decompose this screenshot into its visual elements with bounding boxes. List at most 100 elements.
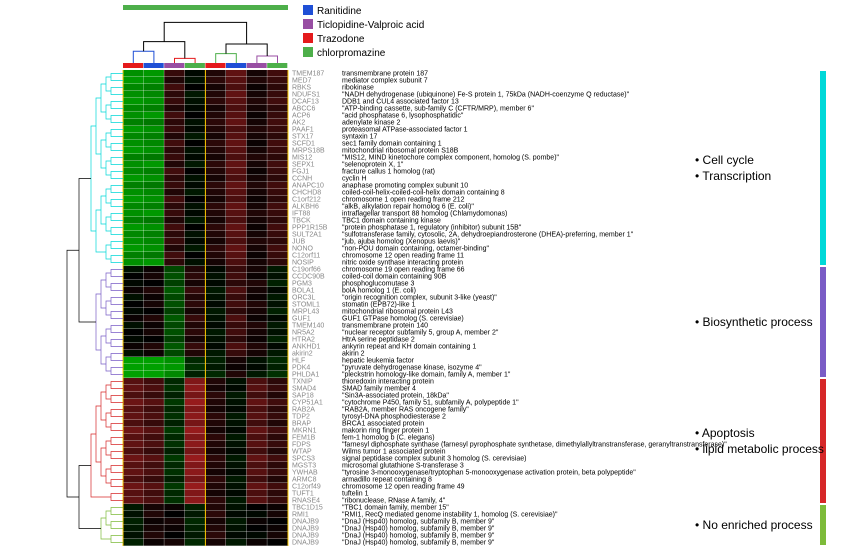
row-dendro-branch xyxy=(111,270,123,277)
gene-description: "DnaJ (Hsp40) homolog, subfamily B, memb… xyxy=(342,526,495,533)
row-group-bar xyxy=(820,267,826,377)
gene-symbol: ALKBH6 xyxy=(292,204,319,211)
process-label: • Biosynthetic process xyxy=(695,315,813,329)
col-group-box xyxy=(247,63,267,68)
gene-description: akirin 2 xyxy=(342,351,365,358)
gene-description: chromosome 12 open reading frame 11 xyxy=(342,253,464,260)
gene-description: "Sin3A-associated protein, 18kDa" xyxy=(342,393,449,400)
gene-description: "jub, ajuba homolog (Xenopus laevis)" xyxy=(342,239,461,246)
row-dendro-branch xyxy=(111,88,123,95)
gene-description: "DnaJ (Hsp40) homolog, subfamily B, memb… xyxy=(342,540,495,547)
gene-description: signal peptidase complex subunit 3 homol… xyxy=(342,456,526,463)
gene-description: sec1 family domain containing 1 xyxy=(342,141,442,148)
row-dendro-branch xyxy=(106,511,111,525)
gene-description: HtrA serine peptidase 2 xyxy=(342,337,415,344)
gene-symbol: NOSIP xyxy=(292,260,314,267)
gene-symbol: CCNH xyxy=(292,176,312,183)
row-dendro-branch xyxy=(111,298,123,305)
gene-description: cyclin H xyxy=(342,176,367,183)
gene-description: coiled-coil domain containing 90B xyxy=(342,274,447,281)
gene-symbol: NONO xyxy=(292,246,314,253)
gene-symbol: SULT2A1 xyxy=(292,232,322,239)
row-dendro-branch xyxy=(111,158,123,165)
row-dendro-branch xyxy=(106,273,111,287)
gene-symbol: RNASE4 xyxy=(292,498,320,505)
row-dendro-branch xyxy=(111,452,123,459)
gene-description: proteasomal ATPase-associated factor 1 xyxy=(342,127,468,134)
row-dendro-branch xyxy=(111,340,123,347)
gene-description: chromosome 19 open reading frame 66 xyxy=(342,267,465,274)
gene-description: stomatin (EPB72)-like 1 xyxy=(342,302,416,309)
gene-symbol: PPP1R15B xyxy=(292,225,328,232)
gene-description: ankyrin repeat and KH domain containing … xyxy=(342,344,476,351)
gene-description: "DnaJ (Hsp40) homolog, subfamily B, memb… xyxy=(342,519,495,526)
gene-description: "alkB, alkylation repair homolog 6 (E. c… xyxy=(342,204,474,211)
gene-symbol: NR5A2 xyxy=(292,330,315,337)
gene-description: chromosome 12 open reading frame 49 xyxy=(342,484,465,491)
legend-label: chlorpromazine xyxy=(317,48,386,59)
row-dendro-branch xyxy=(111,186,123,193)
legend-label: Trazodone xyxy=(317,34,365,45)
gene-symbol: DNAJB9 xyxy=(292,533,319,540)
gene-symbol: MRPS18B xyxy=(292,148,325,155)
gene-symbol: FEM1B xyxy=(292,435,316,442)
gene-symbol: ANKHD1 xyxy=(292,344,321,351)
gene-description: mitochondrial ribosomal protein S18B xyxy=(342,148,459,155)
gene-symbol: C19orf66 xyxy=(292,267,321,274)
gene-symbol: RAB2A xyxy=(292,407,315,414)
row-dendro-branch xyxy=(96,98,101,154)
row-dendro-branch xyxy=(111,368,123,375)
row-group-bar xyxy=(820,71,826,265)
row-dendro-branch xyxy=(106,441,111,455)
row-dendro-branch xyxy=(111,326,123,333)
row-dendro-branch xyxy=(101,448,106,476)
gene-description: "cytochrome P450, family 51, subfamily A… xyxy=(342,400,519,407)
gene-symbol: NDUFS1 xyxy=(292,92,320,99)
row-dendro-branch xyxy=(106,217,111,231)
row-dendro-branch xyxy=(106,413,111,427)
gene-description: "MIS12, MIND kinetochore complex compone… xyxy=(342,155,560,162)
col-group-box xyxy=(185,63,205,68)
gene-symbol: CCDC90B xyxy=(292,274,325,281)
gene-symbol: STX17 xyxy=(292,134,314,141)
gene-symbol: C12orf49 xyxy=(292,484,321,491)
row-dendro-branch xyxy=(101,518,106,539)
row-dendro-branch xyxy=(111,312,123,319)
gene-symbol: TMEM187 xyxy=(292,71,324,78)
col-group-box xyxy=(267,63,287,68)
gene-description: armadillo repeat containing 8 xyxy=(342,477,432,484)
col-dendro-branch xyxy=(164,22,246,44)
gene-description: "non-POU domain containing, octamer-bind… xyxy=(342,246,490,253)
gene-description: "acid phosphatase 6, lysophosphatidic" xyxy=(342,113,464,120)
gene-description: thioredoxin interacting protein xyxy=(342,379,434,386)
gene-symbol: JUB xyxy=(292,239,306,246)
legend-swatch xyxy=(303,47,313,57)
gene-description: "pyruvate dehydrogenase kinase, isozyme … xyxy=(342,365,482,372)
row-dendro-branch xyxy=(101,140,106,168)
gene-symbol: SEPX1 xyxy=(292,162,315,169)
gene-symbol: IFT88 xyxy=(292,211,310,218)
legend-label: Ticlopidine-Valproic acid xyxy=(317,20,424,31)
col-group-box xyxy=(123,63,143,68)
gene-symbol: MRPL43 xyxy=(292,309,319,316)
row-dendro-branch xyxy=(111,494,123,501)
row-dendro-branch xyxy=(101,336,106,364)
gene-symbol: HTRA2 xyxy=(292,337,315,344)
row-dendro-branch xyxy=(91,434,96,497)
col-group-box xyxy=(164,63,184,68)
gene-description: "nuclear receptor subfamily 5, group A, … xyxy=(342,330,499,337)
row-dendro-branch xyxy=(96,294,101,350)
gene-symbol: BRAP xyxy=(292,421,311,428)
gene-symbol: CYP51A1 xyxy=(292,400,323,407)
gene-description: "TBC1 domain family, member 15" xyxy=(342,505,449,512)
process-label: • No enriched process xyxy=(695,518,813,532)
gene-symbol: SAP18 xyxy=(292,393,314,400)
row-dendro-branch xyxy=(101,392,106,420)
top-group-bar xyxy=(123,5,288,10)
row-dendro-branch xyxy=(111,102,123,109)
row-dendro-branch xyxy=(67,250,79,497)
gene-description: "RMI1, RecQ mediated genome instability … xyxy=(342,512,558,519)
row-dendro-branch xyxy=(106,161,111,175)
process-label: • lipid metabolic process xyxy=(695,442,824,456)
gene-description: tuftelin 1 xyxy=(342,491,369,498)
